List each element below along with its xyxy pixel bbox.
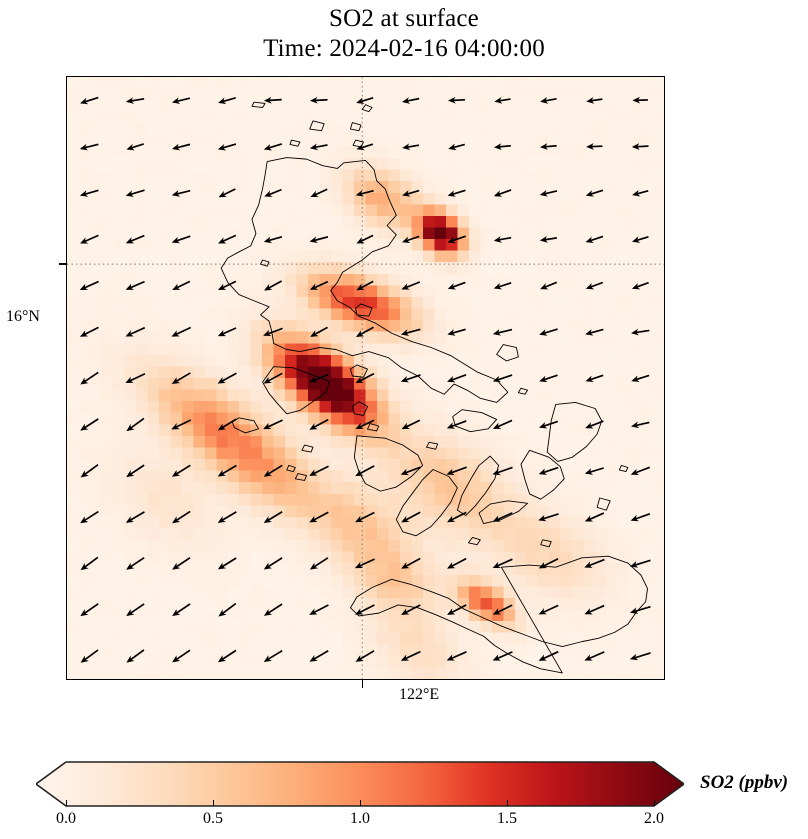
colorbar-tick-label: 0.0 — [56, 810, 76, 827]
colorbar-tick-mark — [360, 800, 362, 806]
latitude-tick-label: 16°N — [6, 308, 40, 325]
wind-vector-overlay — [79, 96, 651, 663]
colorbar-tick-mark — [654, 800, 656, 806]
figure-title: SO2 at surface Time: 2024-02-16 04:00:00 — [0, 4, 808, 64]
colorbar-tick-label: 0.5 — [203, 810, 223, 827]
title-timestamp: Time: 2024-02-16 04:00:00 — [263, 35, 545, 62]
colorbar-label: SO2 (ppbv) — [700, 772, 789, 793]
longitude-tick-label: 122°E — [399, 686, 440, 703]
colorbar-gradient-area[interactable] — [36, 760, 684, 808]
colorbar-tick-mark — [507, 800, 509, 806]
colorbar-tick-label: 1.0 — [350, 810, 370, 827]
longitude-tick-mark — [361, 680, 363, 688]
colorbar-tick-label: 1.5 — [497, 810, 517, 827]
colorbar[interactable]: SO2 (ppbv) 0.0 0.5 1.0 1.5 2.0 — [0, 752, 808, 839]
map-plot-area[interactable] — [66, 76, 665, 680]
latitude-tick-mark — [59, 263, 67, 265]
colorbar-tick-label: 2.0 — [644, 810, 664, 827]
coastline-overlay — [220, 101, 649, 674]
colorbar-tick-mark — [213, 800, 215, 806]
map-layers — [67, 77, 664, 679]
colorbar-swatch — [36, 761, 684, 807]
title-variable: SO2 at surface — [329, 5, 479, 32]
colorbar-tick-mark — [66, 800, 68, 806]
